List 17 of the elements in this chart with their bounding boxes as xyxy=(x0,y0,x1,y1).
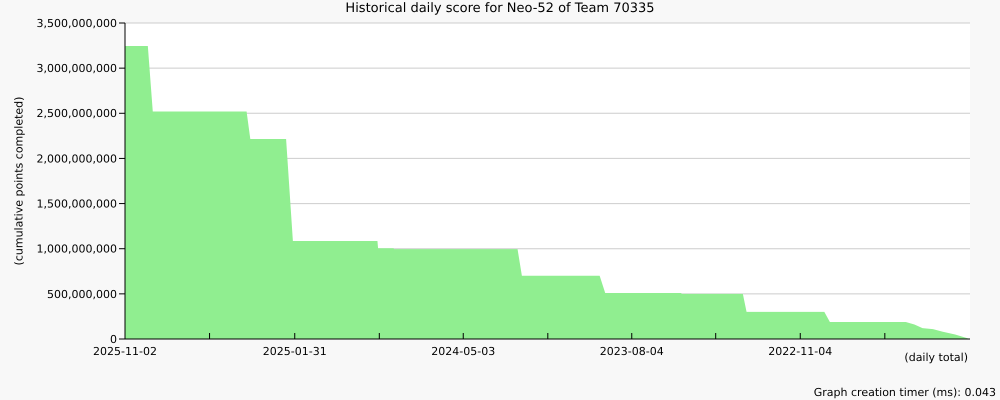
x-tick-label: 2025-11-02 xyxy=(93,344,157,358)
x-tick-label: 2023-08-04 xyxy=(600,344,664,358)
y-tick-label: 3,500,000,000 xyxy=(36,16,117,30)
x-axis-title: (daily total) xyxy=(904,351,968,364)
y-tick-label: 2,000,000,000 xyxy=(36,152,117,166)
y-tick-label: 3,000,000,000 xyxy=(36,62,117,76)
y-tick-label: 1,000,000,000 xyxy=(36,242,117,256)
x-tick-label: 2025-01-31 xyxy=(262,344,327,358)
y-tick-label: 500,000,000 xyxy=(47,288,117,301)
y-tick-label: 2,500,000,000 xyxy=(36,107,117,120)
text: Graph creation timer (ms): 0.043 xyxy=(814,386,996,399)
x-tick-label: 2022-11-04 xyxy=(768,344,832,358)
y-axis-title: (cumulative points completed) xyxy=(12,96,26,266)
x-tick-label: 2024-05-03 xyxy=(431,344,496,358)
y-tick-label: 0 xyxy=(110,332,117,346)
chart-title: Historical daily score for Neo-52 of Team 70335 xyxy=(344,1,656,16)
y-tick-label: 1,500,000,000 xyxy=(36,197,117,210)
